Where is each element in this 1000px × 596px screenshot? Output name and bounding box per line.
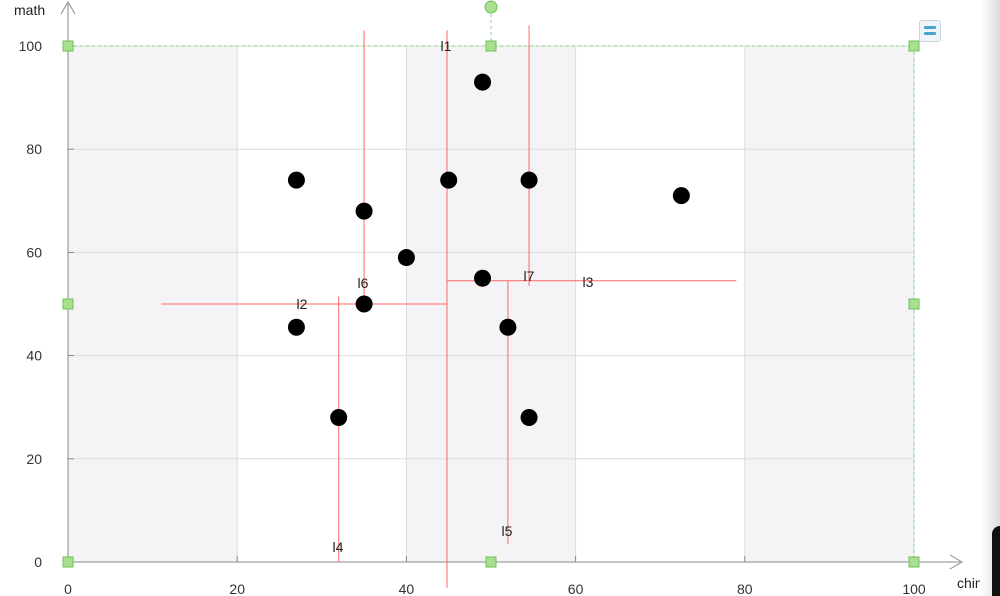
y-tick-label: 20 (26, 451, 42, 467)
data-point (672, 187, 690, 205)
x-axis-arrow (949, 554, 963, 570)
data-point (287, 318, 305, 336)
resize-handle[interactable] (485, 40, 497, 52)
y-axis-arrow (60, 1, 76, 15)
x-tick-label: 40 (399, 581, 415, 596)
split-line-label-l5: l5 (502, 523, 513, 539)
split-line-label-l6: l6 (358, 275, 369, 291)
rotate-handle[interactable] (484, 0, 498, 14)
data-point (520, 409, 538, 427)
data-point (440, 171, 458, 189)
data-points (287, 73, 690, 427)
split-line-labels: l1 l2 l3 l4 l5 l6 l7 (297, 38, 594, 555)
x-tick-label: 80 (737, 581, 753, 596)
y-tick-label: 100 (19, 38, 43, 54)
shaded-bands (68, 46, 914, 562)
window-corner (992, 526, 1000, 596)
x-tick-label: 60 (568, 581, 584, 596)
resize-handle[interactable] (62, 556, 74, 568)
axes (60, 1, 963, 570)
x-tick-label: 0 (64, 581, 72, 596)
y-tick-label: 40 (26, 348, 42, 364)
selection-handles[interactable] (62, 0, 920, 568)
data-point (474, 73, 492, 91)
data-point (499, 318, 517, 336)
data-point (287, 171, 305, 189)
split-line-label-l4: l4 (333, 539, 344, 555)
data-point (355, 295, 373, 313)
side-panel-edge (980, 0, 1000, 596)
resize-handle[interactable] (62, 298, 74, 310)
x-tick-label: 20 (229, 581, 245, 596)
resize-handle[interactable] (908, 298, 920, 310)
data-point (520, 171, 538, 189)
y-tick-label: 80 (26, 141, 42, 157)
data-point (330, 409, 348, 427)
data-point (355, 202, 373, 220)
data-point (397, 249, 415, 267)
resize-handle[interactable] (485, 556, 497, 568)
split-line-label-l7: l7 (524, 268, 535, 284)
resize-handle[interactable] (62, 40, 74, 52)
chart-menu-button[interactable] (919, 20, 941, 42)
split-line-label-l2: l2 (297, 296, 308, 312)
y-axis-title: math (14, 2, 45, 18)
split-line-label-l1: l1 (441, 38, 452, 54)
y-axis-ticks: 0 20 40 60 80 100 (19, 38, 74, 570)
split-line-label-l3: l3 (583, 274, 594, 290)
x-tick-label: 100 (902, 581, 926, 596)
resize-handle[interactable] (908, 556, 920, 568)
y-tick-label: 60 (26, 244, 42, 260)
y-tick-label: 0 (34, 554, 42, 570)
data-point (474, 269, 492, 287)
shaded-band-2 (744, 46, 914, 562)
resize-handle[interactable] (908, 40, 920, 52)
